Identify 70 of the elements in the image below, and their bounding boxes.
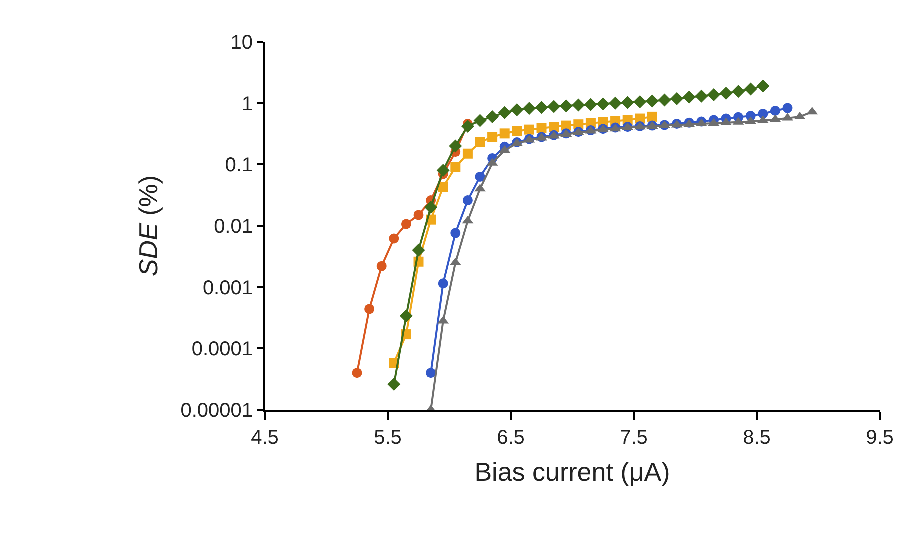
point xyxy=(488,132,498,142)
point xyxy=(720,86,733,100)
point xyxy=(670,92,684,106)
point xyxy=(400,310,413,323)
point xyxy=(646,94,659,108)
point xyxy=(770,106,780,116)
point xyxy=(609,96,622,110)
y-tick-label: 0.00001 xyxy=(180,400,253,422)
point xyxy=(438,182,448,192)
point xyxy=(584,98,598,112)
point xyxy=(560,100,573,113)
point xyxy=(401,219,412,230)
point xyxy=(352,368,362,378)
y-tick-label: 0.0001 xyxy=(192,338,253,361)
point xyxy=(596,98,610,111)
point xyxy=(474,114,487,128)
point xyxy=(782,103,793,114)
point xyxy=(498,106,512,120)
x-axis-title: Bias current (μA) xyxy=(474,457,670,488)
point xyxy=(486,110,500,124)
point xyxy=(424,201,438,214)
point xyxy=(744,82,758,96)
point xyxy=(732,85,746,98)
point xyxy=(535,101,548,114)
y-tick-label: 1 xyxy=(242,93,253,116)
point xyxy=(707,88,720,102)
point xyxy=(548,100,561,114)
x-tick-label: 5.5 xyxy=(374,427,402,449)
point xyxy=(647,112,658,122)
y-tick-label: 10 xyxy=(230,32,253,54)
point xyxy=(549,122,560,132)
point xyxy=(475,172,486,182)
point xyxy=(389,234,400,244)
point xyxy=(462,196,473,206)
point xyxy=(436,164,450,178)
point xyxy=(512,126,522,136)
point xyxy=(449,140,462,153)
point xyxy=(461,120,474,133)
x-tick-label: 8.5 xyxy=(743,427,771,449)
point xyxy=(475,137,486,148)
y-tick-label: 0.1 xyxy=(225,154,253,177)
y-tick-label: 0.01 xyxy=(214,216,253,238)
point xyxy=(450,228,461,238)
y-axis-title: SDE (%) xyxy=(134,175,164,277)
point xyxy=(426,368,436,378)
point xyxy=(510,103,524,116)
x-tick-label: 7.5 xyxy=(620,427,648,449)
point xyxy=(462,148,473,159)
x-tick-label: 9.5 xyxy=(866,427,894,449)
point xyxy=(572,98,586,112)
point xyxy=(756,80,770,93)
point xyxy=(364,304,375,314)
y-tick-label: 0.001 xyxy=(202,277,253,300)
point xyxy=(524,124,534,135)
x-tick-label: 4.5 xyxy=(251,427,279,449)
point xyxy=(658,94,672,107)
point xyxy=(438,278,448,289)
point xyxy=(522,102,536,116)
point xyxy=(634,96,647,109)
point xyxy=(682,90,696,104)
point xyxy=(450,162,461,172)
point xyxy=(388,378,401,392)
point xyxy=(536,123,547,134)
point xyxy=(414,210,424,220)
point xyxy=(695,90,708,103)
point xyxy=(621,96,634,110)
point xyxy=(376,261,387,272)
point xyxy=(500,128,510,139)
point xyxy=(412,244,426,257)
x-tick-label: 6.5 xyxy=(497,427,525,449)
